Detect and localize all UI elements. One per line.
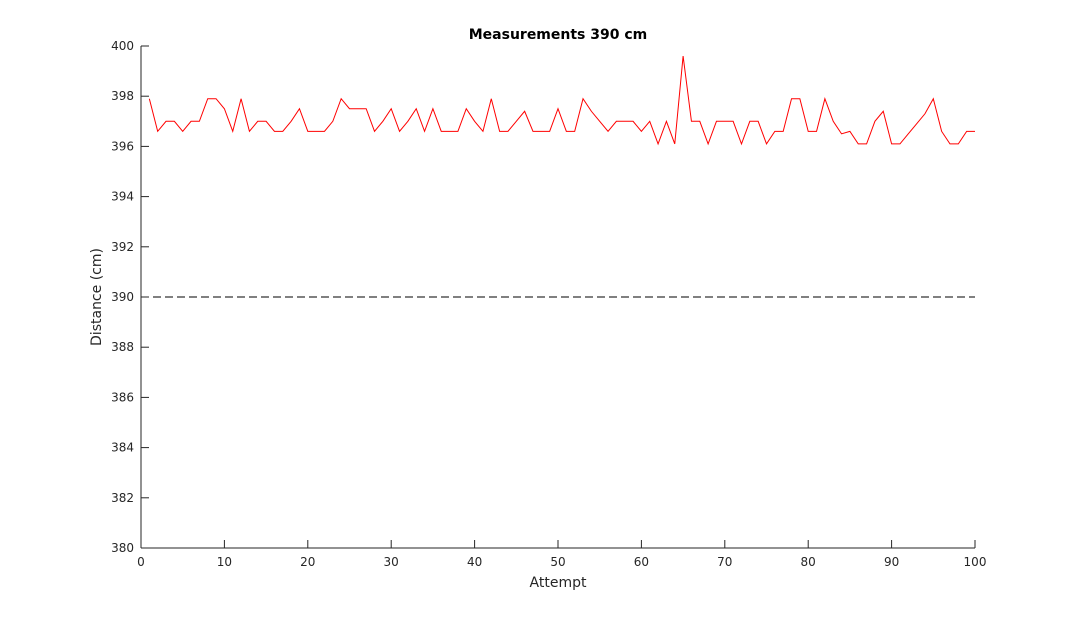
x-tick-layer: 0 10 20 30 40 50 60 70 80 90 100	[137, 540, 986, 569]
x-tick-label: 60	[634, 555, 649, 569]
y-tick-label: 390	[111, 290, 134, 304]
x-axis-label: Attempt	[530, 575, 587, 591]
y-tick-label: 400	[111, 39, 134, 53]
x-tick-label: 20	[300, 555, 315, 569]
x-tick-label: 30	[384, 555, 399, 569]
y-tick-label: 398	[111, 89, 134, 103]
x-tick-label: 100	[964, 555, 987, 569]
y-tick-label: 388	[111, 340, 134, 354]
x-tick-label: 70	[717, 555, 732, 569]
x-tick-label: 40	[467, 555, 482, 569]
y-tick-label: 396	[111, 139, 134, 153]
y-tick-label: 386	[111, 390, 134, 404]
y-tick-label: 392	[111, 240, 134, 254]
chart-title: Measurements 390 cm	[469, 27, 648, 43]
y-tick-label: 380	[111, 541, 134, 555]
x-tick-label: 90	[884, 555, 899, 569]
plot-area: 0 10 20 30 40 50 60 70 80 90 100 380 382 384 386 388 39…	[111, 39, 986, 569]
y-axis-label: Distance (cm)	[89, 248, 105, 346]
y-tick-label: 384	[111, 441, 134, 455]
series-line-1	[148, 55, 975, 146]
x-tick-label: 50	[550, 555, 565, 569]
x-tick-label: 10	[217, 555, 232, 569]
series-layer	[148, 55, 975, 146]
x-tick-label: 0	[137, 555, 145, 569]
x-tick-label: 80	[801, 555, 816, 569]
y-tick-layer: 380 382 384 386 388 390 392 394 396 398 400	[111, 39, 149, 555]
y-tick-label: 382	[111, 491, 134, 505]
y-tick-label: 394	[111, 190, 134, 204]
